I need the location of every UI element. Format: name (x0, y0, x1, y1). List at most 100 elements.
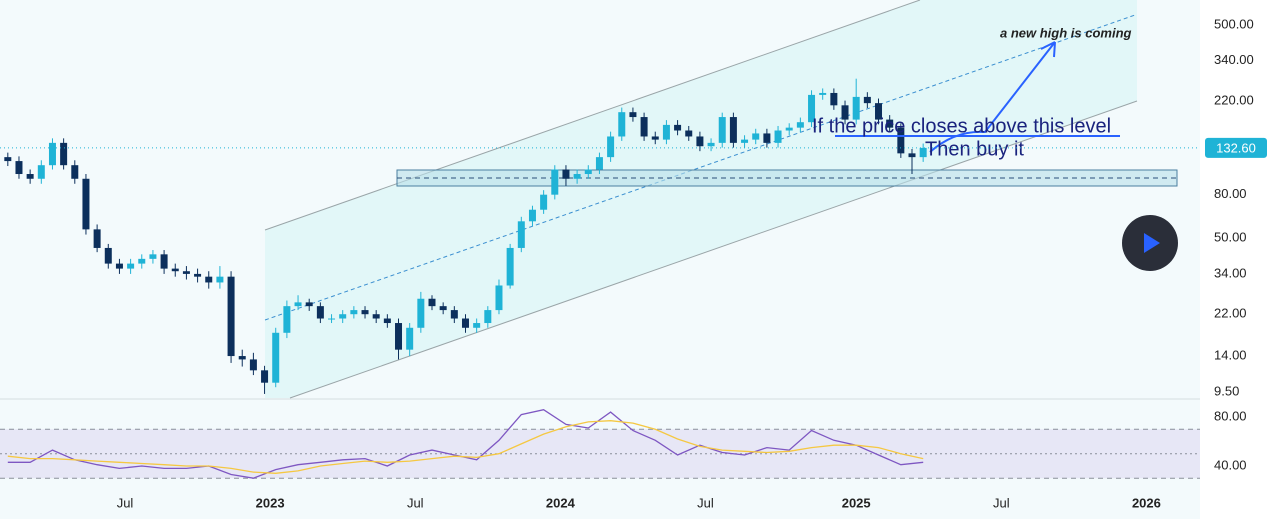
candle-body (305, 302, 313, 307)
candle-body (60, 142, 68, 166)
candle-body (37, 165, 45, 179)
candle-body (897, 127, 905, 154)
candle-body (26, 174, 34, 179)
candle-body (283, 306, 291, 333)
candle-body (328, 318, 336, 320)
y-tick-label: 220.00 (1214, 92, 1254, 107)
candle-body (685, 130, 693, 137)
candle-body (908, 153, 916, 158)
last-price-tag (1205, 137, 1267, 158)
y-tick-label: 50.00 (1214, 230, 1247, 245)
candle-body (227, 276, 235, 357)
candle-body (718, 117, 726, 143)
candle-body (249, 359, 257, 371)
candle-body (707, 142, 715, 147)
candle-body (383, 318, 391, 324)
x-tick-label: Jul (117, 495, 134, 510)
x-tick-label: Jul (697, 495, 714, 510)
candle-body (350, 310, 358, 315)
candle-body (651, 136, 659, 140)
channel-upper (264, 0, 921, 231)
candle-body (662, 124, 670, 140)
candle-body (595, 157, 603, 170)
candle-body (115, 263, 123, 269)
x-tick-label: Jul (407, 495, 424, 510)
arrow-head (1040, 41, 1056, 58)
last-price-label: 132.60 (1216, 140, 1256, 155)
candle-body (160, 254, 168, 269)
channel-fill (265, 0, 1137, 398)
candle-body (93, 229, 101, 248)
candle-body (696, 136, 704, 147)
y-tick-label: 80.00 (1214, 186, 1247, 201)
candle-body (372, 314, 380, 319)
candle-body (104, 247, 112, 264)
candle-body (796, 122, 804, 128)
candle-body (763, 133, 771, 143)
candle-body (149, 254, 157, 259)
y-tick-label: 14.00 (1214, 347, 1247, 362)
candle-body (495, 285, 503, 311)
candle-body (886, 119, 894, 128)
candle-body (808, 94, 816, 123)
candle-body (406, 327, 414, 350)
candle-body (819, 92, 827, 95)
candle-body (919, 147, 927, 158)
candle-body (729, 117, 737, 143)
candle-body (540, 194, 548, 210)
candle-body (205, 276, 213, 283)
candle-body (82, 178, 90, 230)
candles (4, 78, 927, 394)
candle-body (785, 127, 793, 131)
annotation: Then buy it (925, 138, 1024, 160)
candle-body (182, 271, 190, 274)
candle-body (272, 332, 280, 383)
candle-body (863, 96, 871, 104)
candle-body (316, 306, 324, 319)
candle-body (4, 157, 12, 162)
rsi-tick-label: 40.00 (1214, 457, 1247, 472)
candle-body (261, 370, 269, 383)
candle-body (875, 103, 883, 120)
candle-body (852, 96, 860, 120)
candle-body (551, 169, 559, 195)
axis-background (1200, 0, 1280, 519)
candle-body (774, 130, 782, 143)
y-tick-label: 500.00 (1214, 16, 1254, 31)
rsi-line (7, 420, 924, 474)
x-tick-label: Jul (993, 495, 1010, 510)
candle-body (607, 136, 615, 158)
candle-body (71, 165, 79, 179)
candle-body (294, 302, 302, 307)
x-tick-label: 2023 (256, 495, 285, 510)
candle-body (674, 124, 682, 131)
rsi-tick-label: 80.00 (1214, 408, 1247, 423)
candle-body (361, 310, 369, 315)
candle-body (216, 276, 224, 283)
candle-body (473, 323, 481, 328)
candle-body (830, 92, 838, 106)
candle-body (439, 306, 447, 311)
candle-body (395, 323, 403, 350)
candle-body (238, 356, 246, 360)
x-tick-label: 2025 (842, 495, 871, 510)
channel-lower (289, 100, 1138, 399)
candle-body (127, 263, 135, 269)
y-tick-label: 22.00 (1214, 306, 1247, 321)
candle-body (48, 142, 56, 166)
candle-body (528, 209, 536, 222)
candle-body (339, 314, 347, 319)
annotation: If the price closes above this level (812, 115, 1111, 137)
candle-body (461, 318, 469, 328)
play-icon[interactable] (1144, 233, 1160, 253)
candle-body (629, 112, 637, 118)
candle-body (417, 298, 425, 328)
annotation: a new high is coming (1000, 25, 1132, 40)
candle-body (562, 169, 570, 179)
y-tick-label: 9.50 (1214, 383, 1239, 398)
candle-body (517, 221, 525, 248)
y-tick-label: 340.00 (1214, 52, 1254, 67)
candle-body (741, 139, 749, 143)
candle-body (194, 273, 202, 277)
